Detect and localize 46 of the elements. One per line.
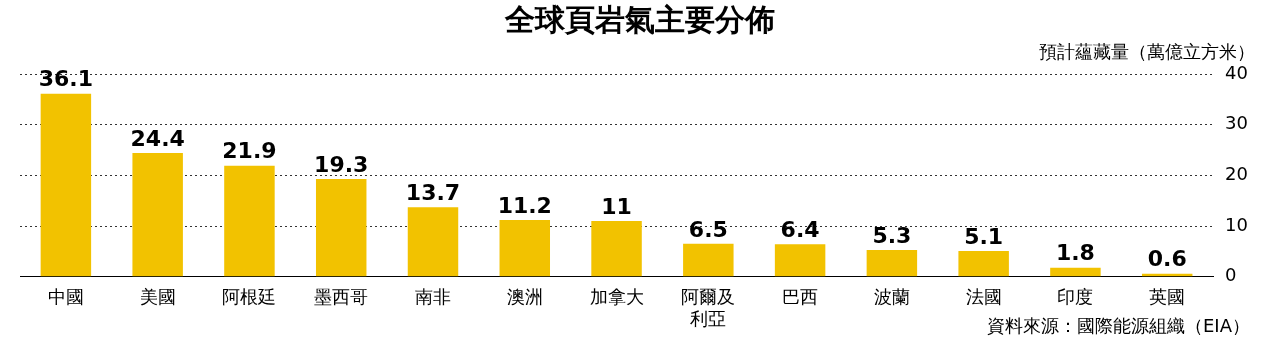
x-tick-label: 巴西: [782, 286, 819, 308]
x-tick-label: 印度: [1057, 286, 1094, 308]
bar: [407, 207, 459, 277]
bar: [958, 250, 1009, 277]
data-label: 5.3: [872, 222, 912, 248]
bar: [1050, 267, 1101, 277]
x-tick-label: 澳洲: [506, 286, 543, 308]
bar: [499, 220, 551, 277]
data-label: 21.9: [222, 138, 277, 164]
y-tick-label: 10: [1225, 213, 1248, 235]
bar: [591, 221, 642, 277]
x-tick-label: 加拿大: [589, 286, 644, 308]
bar: [224, 165, 275, 277]
data-label: 5.1: [964, 223, 1004, 249]
y-tick-label: 0: [1225, 264, 1237, 286]
bar: [132, 153, 183, 277]
x-tick-label: 波蘭: [873, 286, 910, 308]
y-axis-title: 預計蘊藏量（萬億立方米）: [1039, 40, 1255, 62]
x-tick-label: 英國: [1149, 286, 1186, 308]
y-tick-label: 40: [1225, 61, 1248, 83]
source-note: 資料來源：國際能源組織（EIA）: [987, 314, 1250, 336]
bar: [683, 243, 734, 277]
bar: [40, 93, 92, 277]
data-label: 24.4: [130, 125, 185, 151]
y-tick-label: 20: [1225, 163, 1248, 185]
x-tick-label: 美國: [139, 286, 176, 308]
data-label: 1.8: [1055, 240, 1095, 266]
data-label: 13.7: [405, 180, 461, 206]
chart-title: 全球頁岩氣主要分佈: [504, 1, 775, 37]
x-tick-label: 南非: [414, 286, 451, 308]
data-label: 11.2: [497, 192, 552, 218]
data-label: 11: [601, 193, 632, 219]
data-label: 36.1: [38, 66, 94, 92]
bar: [866, 249, 918, 277]
x-tick-label: 墨西哥: [314, 286, 369, 308]
x-tick-label: 阿根廷: [222, 286, 277, 308]
data-label: 6.5: [688, 216, 728, 242]
bar: [774, 244, 826, 277]
bar: [315, 178, 367, 277]
x-tick-label: 法國: [965, 286, 1002, 308]
data-label: 19.3: [314, 151, 369, 177]
y-tick-label: 30: [1225, 112, 1248, 134]
x-tick-label: 中國: [47, 286, 84, 308]
data-label: 0.6: [1147, 246, 1187, 272]
data-label: 6.4: [780, 217, 820, 243]
x-tick-label: 阿爾及利亞: [681, 286, 736, 329]
